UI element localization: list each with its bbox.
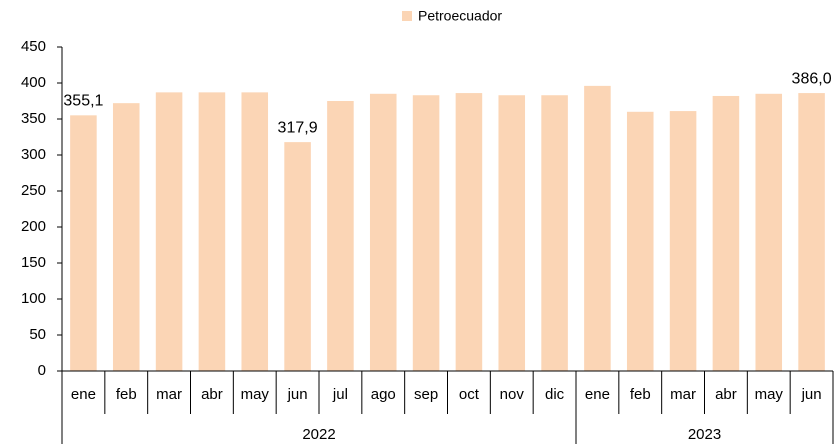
x-tick-label: feb xyxy=(116,386,137,403)
y-tick-label: 350 xyxy=(21,110,46,127)
y-tick-label: 400 xyxy=(21,74,46,91)
bar xyxy=(70,115,97,371)
x-tick-label: ene xyxy=(71,386,96,403)
group-label: 2022 xyxy=(302,426,335,443)
x-tick-label: jun xyxy=(801,386,822,403)
bar xyxy=(626,111,654,372)
bar xyxy=(369,93,397,372)
x-tick-label: dic xyxy=(545,386,565,403)
y-tick-label: 450 xyxy=(21,38,46,55)
x-tick-label: abr xyxy=(201,386,223,403)
group-label: 2023 xyxy=(688,426,721,443)
x-tick-label: mar xyxy=(156,386,182,403)
legend-label: Petroecuador xyxy=(418,8,502,24)
bar xyxy=(241,92,269,372)
x-tick-label: jun xyxy=(287,386,308,403)
bar xyxy=(112,103,140,371)
bar xyxy=(755,93,783,372)
data-label: 355,1 xyxy=(63,93,103,110)
y-tick-label: 150 xyxy=(21,254,46,271)
x-tick-label: jul xyxy=(332,386,348,403)
x-tick-label: may xyxy=(755,386,784,403)
x-tick-label: ago xyxy=(371,386,396,403)
x-tick-label: may xyxy=(241,386,270,403)
bar xyxy=(712,95,740,372)
data-label: 386,0 xyxy=(792,70,832,87)
x-tick-label: nov xyxy=(500,386,525,403)
y-tick-label: 0 xyxy=(38,362,46,379)
bar xyxy=(455,93,483,371)
data-label: 317,9 xyxy=(278,119,318,136)
x-tick-label: abr xyxy=(715,386,737,403)
x-tick-label: ene xyxy=(585,386,610,403)
y-tick-label: 300 xyxy=(21,146,46,163)
x-tick-label: oct xyxy=(459,386,480,403)
x-tick-label: mar xyxy=(670,386,696,403)
y-tick-label: 250 xyxy=(21,182,46,199)
bar xyxy=(669,111,697,371)
y-tick-label: 200 xyxy=(21,218,46,235)
bar xyxy=(198,92,226,372)
bar xyxy=(541,95,568,372)
bar xyxy=(327,101,354,371)
bar xyxy=(498,95,526,372)
x-tick-label: feb xyxy=(630,386,651,403)
legend-swatch xyxy=(402,11,412,21)
x-tick-label: sep xyxy=(414,386,438,403)
bar xyxy=(798,93,825,371)
y-tick-label: 50 xyxy=(29,326,46,343)
bar xyxy=(584,85,611,371)
bar xyxy=(412,95,440,372)
bar xyxy=(284,142,311,371)
y-tick-label: 100 xyxy=(21,290,46,307)
bar xyxy=(155,92,183,372)
